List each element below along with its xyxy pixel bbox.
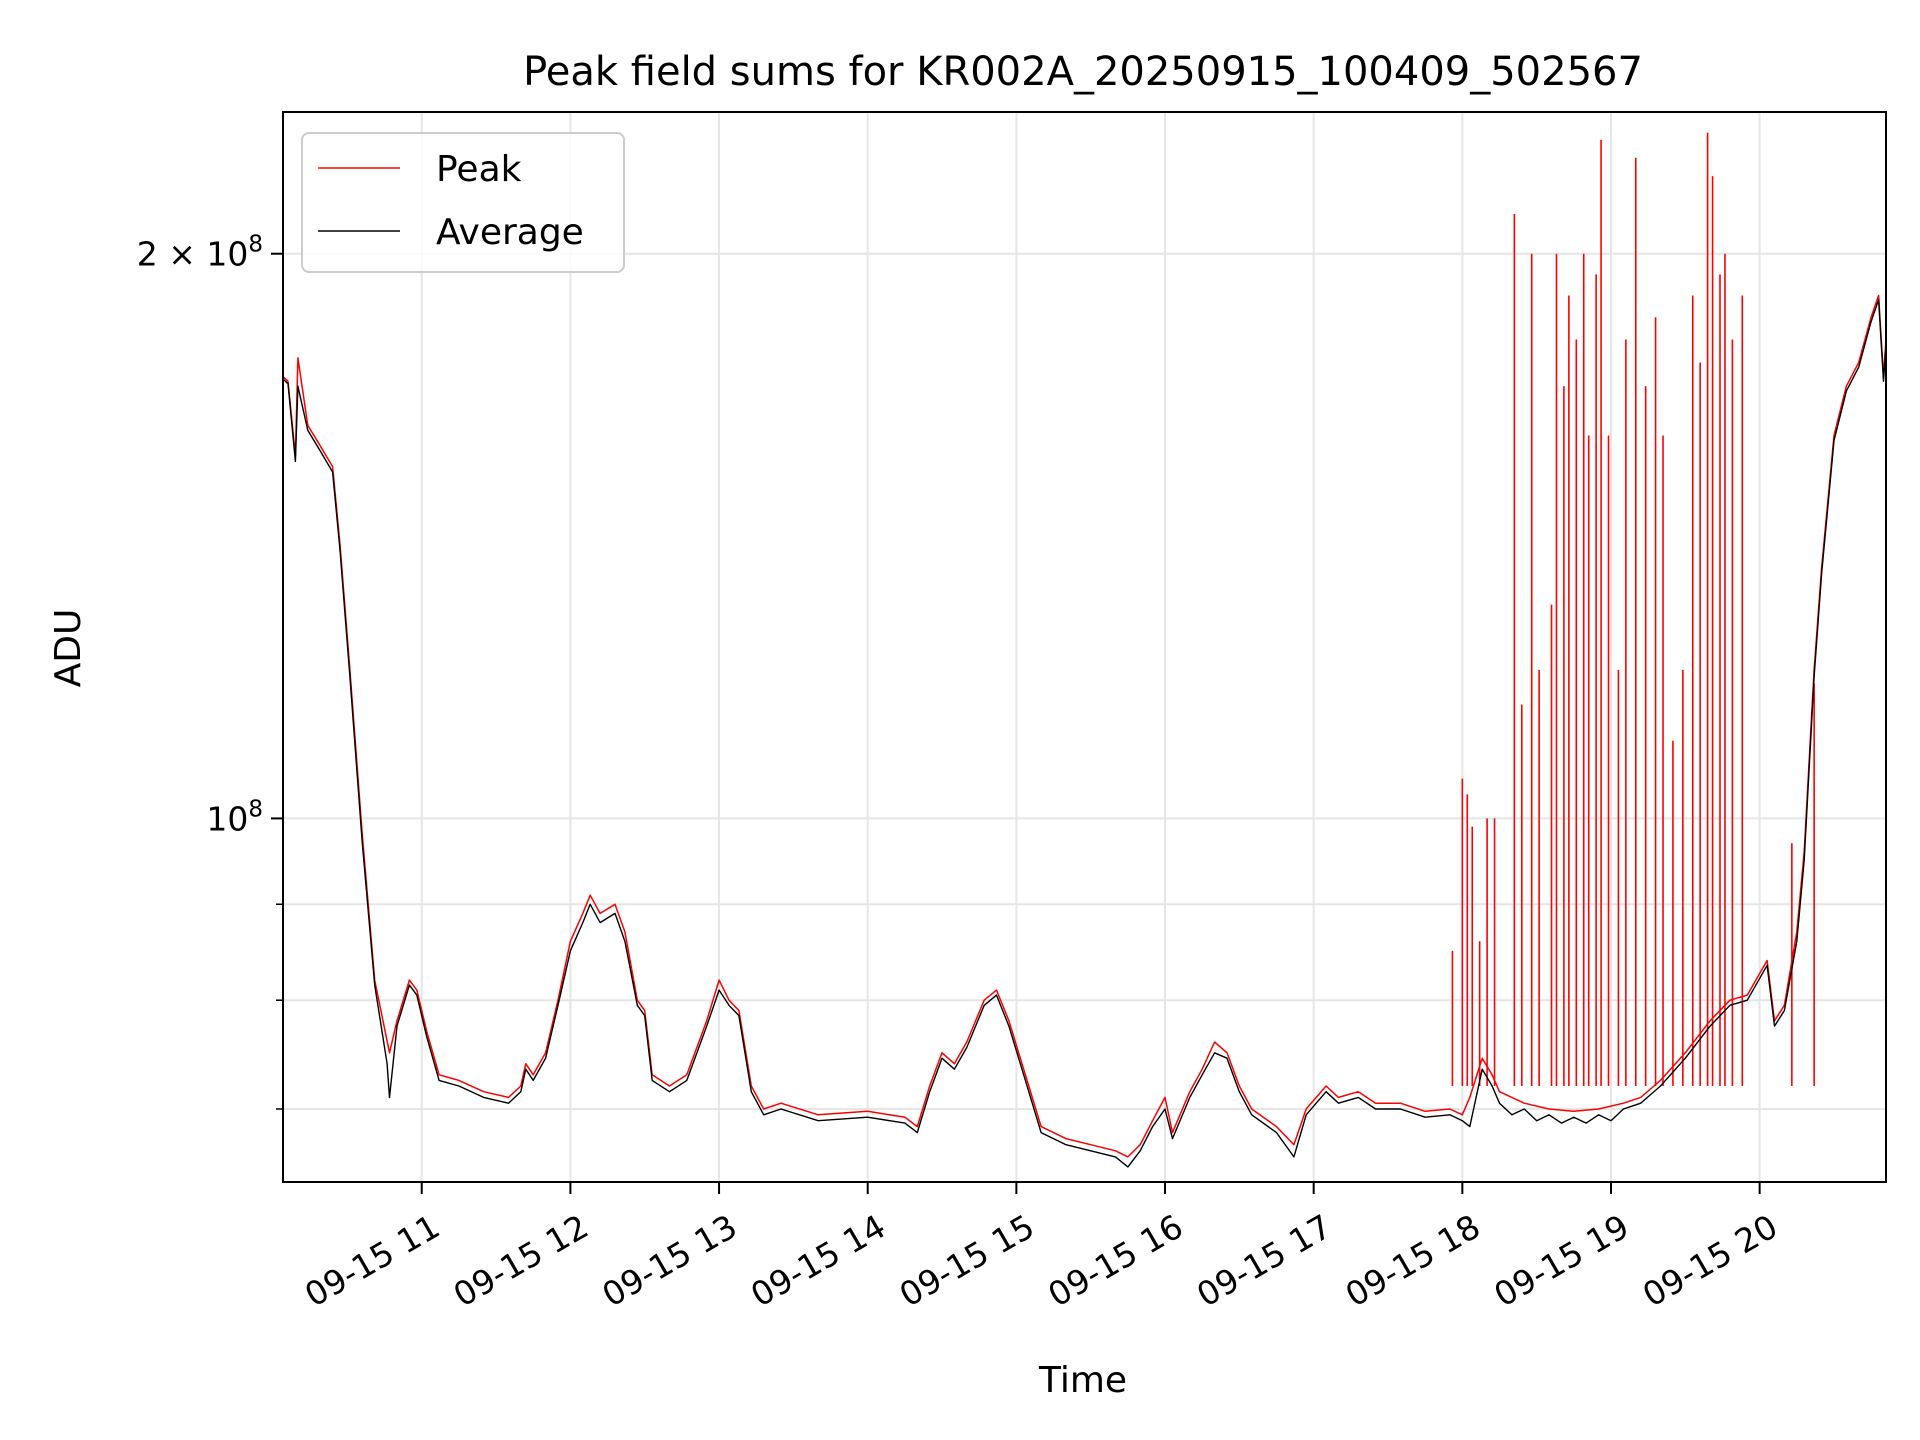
series-peak: [282, 132, 1887, 1158]
y-axis-label: ADU: [48, 609, 89, 688]
y-tick-label: 108: [206, 796, 263, 838]
legend-label-average: Average: [436, 212, 584, 253]
y-tick-label: 2 × 108: [137, 232, 263, 274]
y-axis-ticks: 108 2 × 108: [137, 232, 283, 1110]
series-line-peak: [282, 294, 1887, 1158]
series-average: [282, 299, 1887, 1168]
plot-frame: [282, 111, 1887, 1183]
legend-label-peak: Peak: [436, 149, 522, 190]
chart-title: Peak field sums for KR002A_20250915_1004…: [523, 49, 1643, 95]
series-line-average: [282, 299, 1887, 1168]
x-axis-label: Time: [1038, 1360, 1127, 1401]
legend: Peak Average: [301, 132, 625, 273]
